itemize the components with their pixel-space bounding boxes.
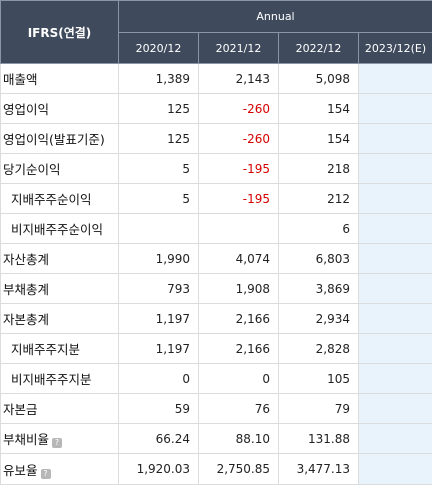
cell-value: 125 xyxy=(118,123,199,154)
cell-value-estimate xyxy=(358,423,432,454)
cell-value: 6 xyxy=(278,213,359,244)
cell-value-negative: -195 xyxy=(198,183,279,214)
cell-value: 5 xyxy=(118,153,199,184)
cell-value-estimate xyxy=(358,213,432,244)
row-label[interactable]: 매출액 xyxy=(0,63,119,94)
year-header-2022: 2022/12 xyxy=(278,32,359,64)
cell-value-estimate xyxy=(358,183,432,214)
cell-value: 2,166 xyxy=(198,333,279,364)
table-row-debt-ratio: 부채비율? 66.24 88.10 131.88 xyxy=(0,423,432,454)
cell-value-estimate xyxy=(358,93,432,124)
cell-value: 0 xyxy=(198,363,279,394)
cell-value xyxy=(118,213,199,244)
cell-value: 1,197 xyxy=(118,333,199,364)
cell-value: 2,143 xyxy=(198,63,279,94)
row-label[interactable]: 비지배주주순이익 xyxy=(0,213,119,244)
annual-header: Annual xyxy=(118,0,432,33)
cell-value: 154 xyxy=(278,123,359,154)
year-header-2023e: 2023/12(E) xyxy=(358,32,432,64)
cell-value xyxy=(198,213,279,244)
row-label[interactable]: 자본총계 xyxy=(0,303,119,334)
table-row-total-assets: 자산총계 1,990 4,074 6,803 xyxy=(0,243,432,274)
cell-value: 2,828 xyxy=(278,333,359,364)
cell-value: 88.10 xyxy=(198,423,279,454)
row-label: 유보율 xyxy=(3,462,38,478)
cell-value: 1,197 xyxy=(118,303,199,334)
cell-value-estimate xyxy=(358,153,432,184)
row-label[interactable]: 지배주주순이익 xyxy=(0,183,119,214)
cell-value: 793 xyxy=(118,273,199,304)
cell-value: 1,908 xyxy=(198,273,279,304)
cell-value: 66.24 xyxy=(118,423,199,454)
row-label[interactable]: 당기순이익 xyxy=(0,153,119,184)
cell-value-negative: -260 xyxy=(198,123,279,154)
table-row-total-liabilities: 부채총계 793 1,908 3,869 xyxy=(0,273,432,304)
cell-value: 4,074 xyxy=(198,243,279,274)
cell-value: 212 xyxy=(278,183,359,214)
cell-value-estimate xyxy=(358,273,432,304)
cell-value: 131.88 xyxy=(278,423,359,454)
cell-value: 2,166 xyxy=(198,303,279,334)
cell-value-negative: -260 xyxy=(198,93,279,124)
cell-value: 5,098 xyxy=(278,63,359,94)
cell-value: 76 xyxy=(198,393,279,424)
cell-value: 2,934 xyxy=(278,303,359,334)
year-header-2021: 2021/12 xyxy=(198,32,279,64)
cell-value: 154 xyxy=(278,93,359,124)
row-label[interactable]: 비지배주주지분 xyxy=(0,363,119,394)
table-row-operating-income-reported: 영업이익(발표기준) 125 -260 154 xyxy=(0,123,432,154)
cell-value: 1,389 xyxy=(118,63,199,94)
row-label[interactable]: 자본금 xyxy=(0,393,119,424)
cell-value: 125 xyxy=(118,93,199,124)
row-label-with-help[interactable]: 부채비율? xyxy=(0,423,119,454)
cell-value: 1,990 xyxy=(118,243,199,274)
cell-value-estimate xyxy=(358,363,432,394)
cell-value: 6,803 xyxy=(278,243,359,274)
ifrs-header: IFRS(연결) xyxy=(0,0,119,64)
cell-value: 218 xyxy=(278,153,359,184)
row-label[interactable]: 자산총계 xyxy=(0,243,119,274)
row-label-with-help[interactable]: 유보율? xyxy=(0,453,119,485)
cell-value: 79 xyxy=(278,393,359,424)
table-row-noncontrolling-equity: 비지배주주지분 0 0 105 xyxy=(0,363,432,394)
cell-value: 105 xyxy=(278,363,359,394)
table-row-operating-income: 영업이익 125 -260 154 xyxy=(0,93,432,124)
cell-value-estimate xyxy=(358,243,432,274)
table-row-capital-stock: 자본금 59 76 79 xyxy=(0,393,432,424)
cell-value-estimate xyxy=(358,63,432,94)
table-row-controlling-equity: 지배주주지분 1,197 2,166 2,828 xyxy=(0,333,432,364)
row-label[interactable]: 지배주주지분 xyxy=(0,333,119,364)
table-row-total-equity: 자본총계 1,197 2,166 2,934 xyxy=(0,303,432,334)
cell-value: 59 xyxy=(118,393,199,424)
help-icon[interactable]: ? xyxy=(52,438,63,448)
row-label[interactable]: 영업이익(발표기준) xyxy=(0,123,119,154)
cell-value: 1,920.03 xyxy=(118,453,199,485)
row-label[interactable]: 부채총계 xyxy=(0,273,119,304)
cell-value: 2,750.85 xyxy=(198,453,279,485)
table-row-reserve-ratio: 유보율? 1,920.03 2,750.85 3,477.13 xyxy=(0,453,432,485)
cell-value-estimate xyxy=(358,393,432,424)
cell-value: 3,869 xyxy=(278,273,359,304)
table-row-revenue: 매출액 1,389 2,143 5,098 xyxy=(0,63,432,94)
year-header-2020: 2020/12 xyxy=(118,32,199,64)
cell-value: 5 xyxy=(118,183,199,214)
cell-value-negative: -195 xyxy=(198,153,279,184)
table-row-controlling-net-income: 지배주주순이익 5 -195 212 xyxy=(0,183,432,214)
cell-value-estimate xyxy=(358,123,432,154)
cell-value: 0 xyxy=(118,363,199,394)
cell-value-estimate xyxy=(358,333,432,364)
table-row-net-income: 당기순이익 5 -195 218 xyxy=(0,153,432,184)
cell-value-estimate xyxy=(358,453,432,485)
help-icon[interactable]: ? xyxy=(40,468,51,479)
cell-value-estimate xyxy=(358,303,432,334)
row-label[interactable]: 영업이익 xyxy=(0,93,119,124)
cell-value: 3,477.13 xyxy=(278,453,359,485)
table-row-noncontrolling-net-income: 비지배주주순이익 6 xyxy=(0,213,432,244)
row-label: 부채비율 xyxy=(3,432,50,447)
